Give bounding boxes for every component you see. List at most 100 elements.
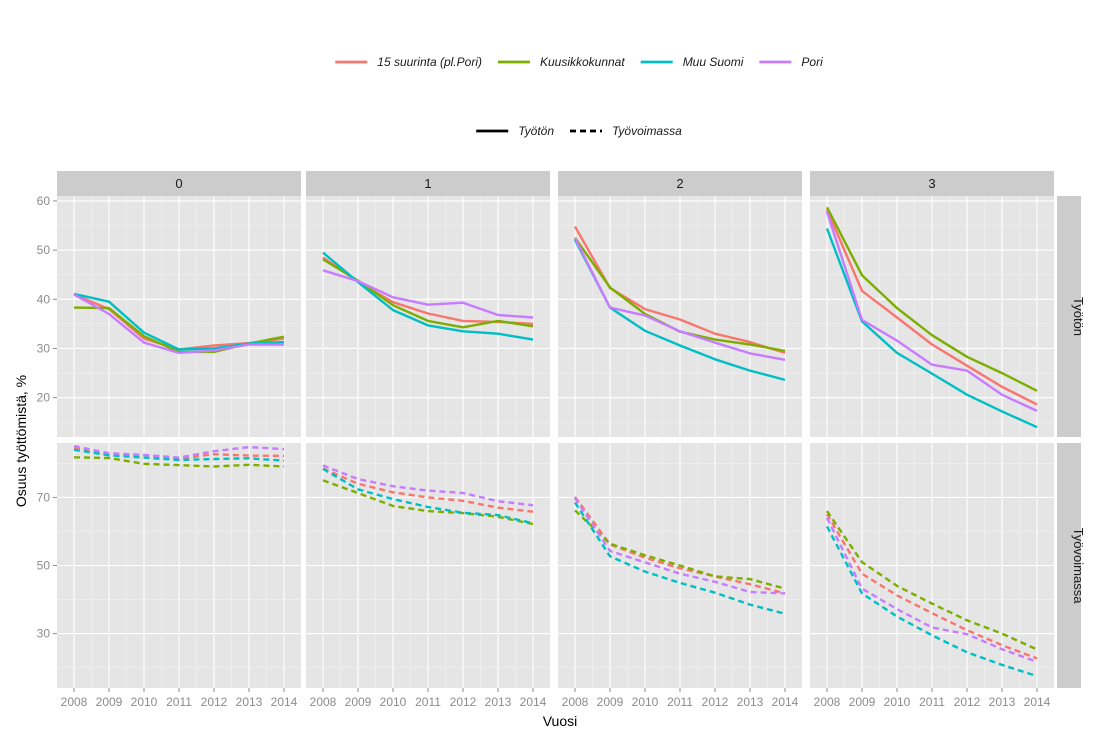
x-tick-label: 2008 <box>61 695 88 709</box>
series-line-muu-suomi <box>825 525 1038 678</box>
x-tick-label: 2011 <box>415 695 441 709</box>
y-tick-label: 60 <box>37 194 51 208</box>
x-tick-label: 2013 <box>236 695 263 709</box>
y-axis-title: Osuus työttömistä, % <box>13 375 29 507</box>
series-line-pori <box>73 444 285 459</box>
legend-label: Työvoimassa <box>612 124 682 138</box>
panel-r0-c0 <box>57 196 301 437</box>
x-tick-label: 2010 <box>632 695 659 709</box>
column-strip-1 <box>306 171 550 196</box>
column-strip-3 <box>810 171 1054 196</box>
x-axis-title: Vuosi <box>543 713 578 729</box>
legend-item-ty-voimassa: Työvoimassa <box>569 124 682 138</box>
legend-label: Työtön <box>518 124 554 138</box>
legend-item-ty-t-n: Työtön <box>476 124 554 138</box>
y-tick-label: 20 <box>37 391 51 405</box>
column-strip-0 <box>57 171 301 196</box>
series-line-15-suurinta-pl-pori <box>825 209 1038 406</box>
x-tick-label: 2011 <box>919 695 945 709</box>
panels <box>57 196 1054 688</box>
series-line-pori <box>73 293 284 355</box>
x-tick-label: 2011 <box>166 695 192 709</box>
row-strip-label: Työtön <box>1071 297 1086 336</box>
x-tick-label: 2009 <box>345 695 372 709</box>
column-strip-2 <box>558 171 802 196</box>
panel-r0-c3 <box>810 196 1054 437</box>
x-tick-label: 2010 <box>380 695 407 709</box>
axes: 20 30 40 50 60 30 50 70 2008 2009 2010 2011 2012 2013… <box>37 194 1051 709</box>
x-tick-label: 2008 <box>562 695 589 709</box>
x-tick-label: 2014 <box>520 695 547 709</box>
panel-lines-r1-c0 <box>73 444 285 468</box>
series-line-15-suurinta-pl-pori <box>574 496 786 595</box>
x-tick-label: 2013 <box>737 695 764 709</box>
y-tick-label: 30 <box>37 341 51 355</box>
series-line-muu-suomi <box>322 467 534 525</box>
x-tick-label: 2013 <box>485 695 512 709</box>
legend-label: Muu Suomi <box>683 55 744 69</box>
panel-lines-r1-c2 <box>573 496 786 615</box>
panel-r1-c1 <box>306 443 550 688</box>
legend-label: Kuusikkokunnat <box>540 55 625 69</box>
series-line-15-suurinta-pl-pori <box>322 467 534 513</box>
series-line-muu-suomi <box>73 448 285 462</box>
legend-item-pori: Pori <box>759 55 823 69</box>
y-tick-label: 50 <box>37 559 51 573</box>
panel-lines-r1-c3 <box>825 510 1038 678</box>
series-line-pori <box>825 517 1038 663</box>
y-tick-label: 40 <box>37 292 51 306</box>
strips: 0 1 2 3 Työtön Työvoimassa <box>57 171 1086 688</box>
column-strip-label: 2 <box>676 176 683 191</box>
series-line-kuusikkokunnat <box>825 206 1038 392</box>
legend: 15 suurinta (pl.Pori) Kuusikkokunnat Muu S… <box>335 55 823 138</box>
y-tick-label: 70 <box>37 490 51 504</box>
x-tick-label: 2010 <box>131 695 158 709</box>
series-line-kuusikkokunnat <box>73 456 285 468</box>
x-tick-label: 2014 <box>772 695 799 709</box>
x-tick-label: 2008 <box>814 695 841 709</box>
series-line-muu-suomi <box>573 501 786 615</box>
x-tick-label: 2014 <box>1024 695 1051 709</box>
x-tick-label: 2009 <box>849 695 876 709</box>
series-line-kuusikkokunnat <box>826 510 1038 651</box>
x-tick-label: 2012 <box>450 695 477 709</box>
x-tick-label: 2009 <box>597 695 624 709</box>
panel-r1-c2 <box>558 443 802 688</box>
legend-label: 15 suurinta (pl.Pori) <box>377 55 482 69</box>
series-line-pori <box>573 497 786 595</box>
legend-item-15-suurinta-pl-pori: 15 suurinta (pl.Pori) <box>335 55 482 69</box>
series-line-kuusikkokunnat <box>322 479 534 526</box>
y-tick-label: 50 <box>37 243 51 257</box>
legend-item-kuusikkokunnat: Kuusikkokunnat <box>497 55 625 69</box>
x-tick-label: 2009 <box>96 695 123 709</box>
column-strip-label: 0 <box>175 176 182 191</box>
x-tick-label: 2008 <box>310 695 337 709</box>
x-tick-label: 2014 <box>271 695 298 709</box>
series-line-kuusikkokunnat <box>574 509 786 590</box>
series-line-pori <box>322 269 534 319</box>
row-strip-0 <box>1057 196 1081 437</box>
column-strip-label: 3 <box>928 176 935 191</box>
row-strip-1 <box>1057 443 1081 688</box>
x-tick-label: 2011 <box>667 695 693 709</box>
x-tick-label: 2012 <box>201 695 228 709</box>
legend-item-muu-suomi: Muu Suomi <box>640 55 744 69</box>
column-strip-label: 1 <box>424 176 431 191</box>
series-line-pori <box>825 211 1038 412</box>
panel-lines-r0-c3 <box>825 206 1038 429</box>
y-tick-label: 30 <box>37 627 51 641</box>
legend-label: Pori <box>801 55 823 69</box>
x-tick-label: 2012 <box>702 695 729 709</box>
panel-lines-r0-c0 <box>73 292 285 355</box>
panel-lines-r1-c1 <box>322 464 534 526</box>
x-tick-label: 2013 <box>989 695 1016 709</box>
series-line-pori <box>573 237 786 361</box>
panel-lines-r0-c2 <box>573 225 786 382</box>
row-strip-label: Työvoimassa <box>1071 528 1086 605</box>
series-line-muu-suomi <box>825 228 1038 429</box>
x-tick-label: 2012 <box>954 695 981 709</box>
panel-r0-c2 <box>558 196 802 437</box>
x-tick-label: 2010 <box>884 695 911 709</box>
